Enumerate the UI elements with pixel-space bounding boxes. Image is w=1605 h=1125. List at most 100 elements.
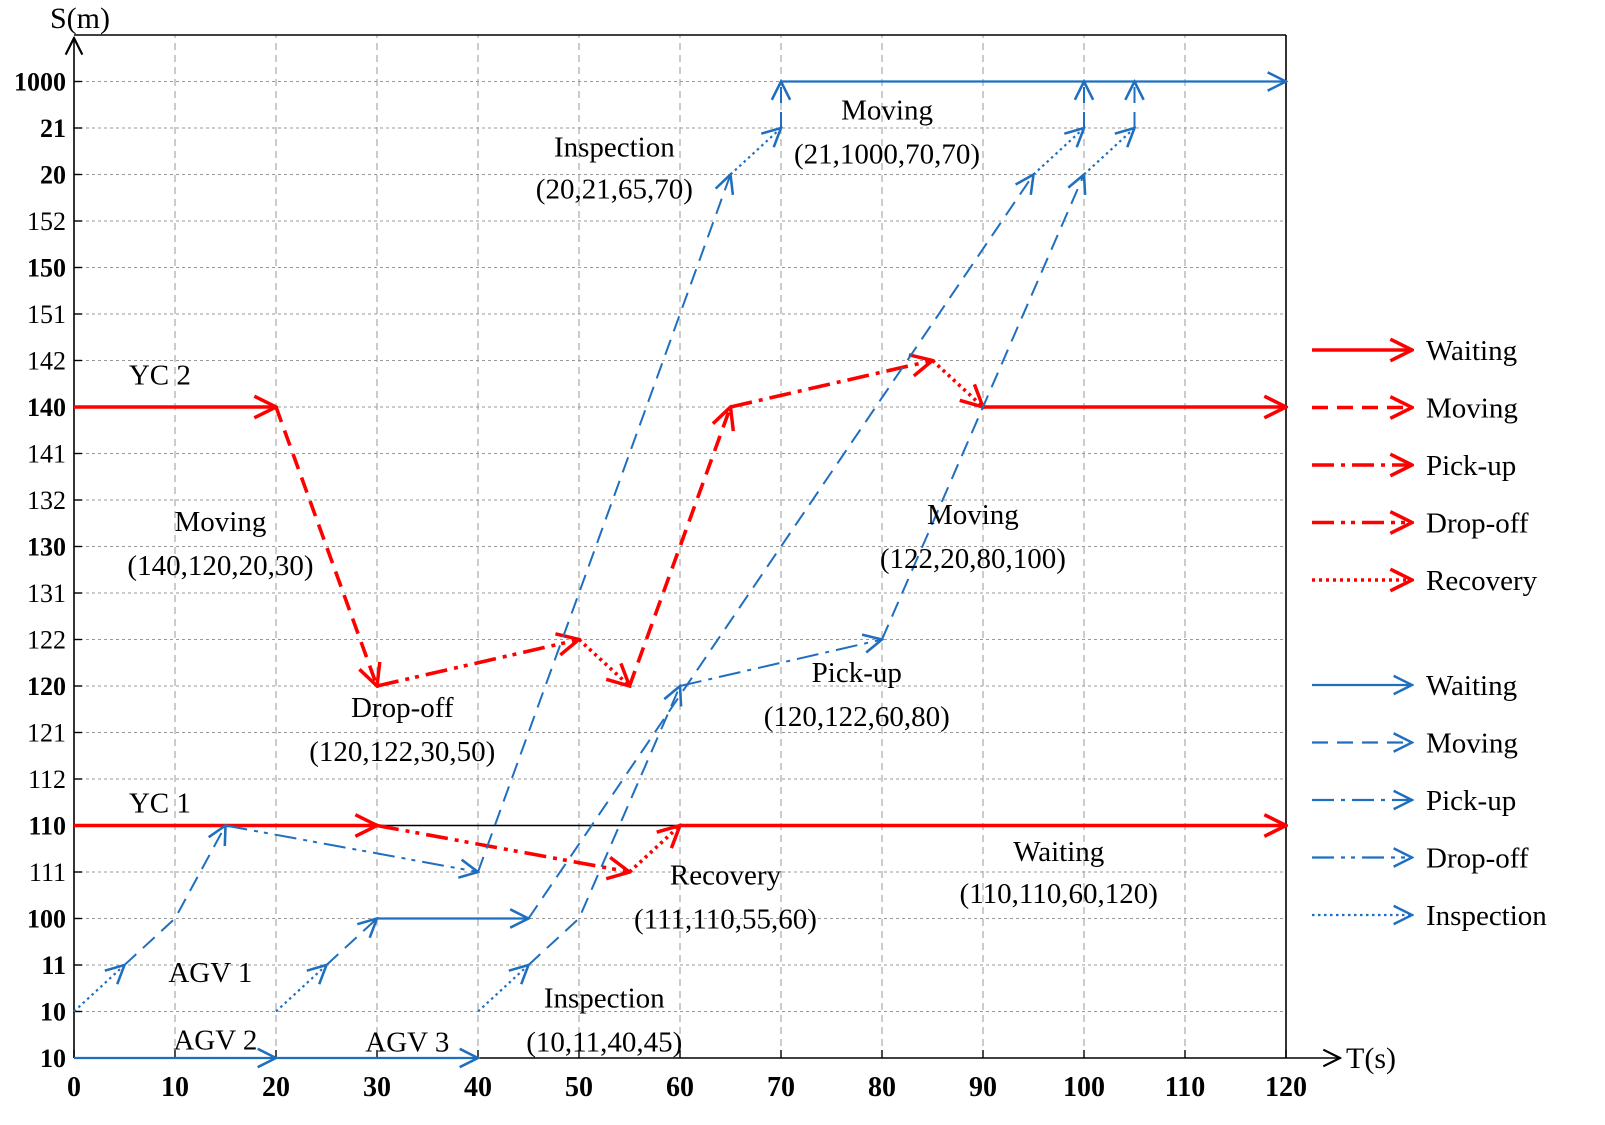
- legend-item-yc-moving: Moving: [1312, 393, 1518, 425]
- legend-label: Moving: [1426, 728, 1518, 760]
- x-tick-label: 20: [262, 1072, 290, 1103]
- y-tick-label: 122: [27, 626, 66, 655]
- legend-item-yc-recovery: Recovery: [1312, 565, 1538, 597]
- legend-label: Waiting: [1426, 670, 1517, 702]
- series-agv-2: [74, 82, 1084, 1059]
- legend-label: Waiting: [1426, 335, 1517, 367]
- annotation-agv3: AGV 3: [365, 1027, 449, 1059]
- annotation-mv1: Moving: [175, 506, 267, 538]
- axes: 0 10 20 30 40 50 60 70 80 90 100 110 120101011100111…: [14, 2, 1396, 1103]
- y-tick-label: 10: [40, 1044, 66, 1073]
- segment-moving: [123, 826, 226, 966]
- annotation-wait1: Waiting: [1013, 836, 1104, 868]
- y-tick-label: 140: [27, 393, 66, 422]
- x-tick-label: 40: [464, 1072, 492, 1103]
- segment-recovery: [577, 638, 630, 687]
- segment-inspection: [477, 965, 529, 1013]
- annotation-agv2: AGV 2: [173, 1024, 257, 1056]
- legend: Waiting Moving Pick-up Drop-off Recovery Wait…: [1312, 335, 1547, 932]
- y-tick-label: 130: [27, 533, 66, 562]
- y-tick-label: 21: [40, 114, 66, 143]
- annotation-do1v: (120,122,30,50): [309, 736, 495, 768]
- legend-label: Pick-up: [1426, 450, 1516, 482]
- x-tick-label: 110: [1165, 1072, 1205, 1103]
- legend-item-agv-moving: Moving: [1312, 728, 1518, 760]
- y-tick-label: 10: [40, 998, 66, 1027]
- y-tick-label: 131: [27, 579, 66, 608]
- segment-moving: [527, 686, 681, 966]
- segment-drop-off: [376, 640, 579, 688]
- segment-moving: [477, 175, 731, 873]
- segment-inspection: [1083, 128, 1135, 176]
- y-tick-label: 141: [27, 440, 66, 469]
- legend-item-yc-drop-off: Drop-off: [1312, 508, 1529, 540]
- legend-label: Inspection: [1426, 900, 1547, 932]
- y-axis-title: S(m): [50, 2, 110, 35]
- annotation-pu1: Pick-up: [812, 657, 902, 689]
- y-tick-label: 1000: [14, 68, 66, 97]
- y-tick-label: 151: [27, 300, 66, 329]
- segment-recovery: [628, 826, 681, 874]
- annotation-insp1: Inspection: [554, 132, 675, 164]
- x-tick-label: 0: [67, 1072, 81, 1103]
- segment-drop-off: [225, 824, 479, 873]
- y-tick-label: 20: [40, 161, 66, 190]
- legend-label: Drop-off: [1426, 508, 1529, 540]
- segment-pick-up: [679, 640, 882, 687]
- annotation-insp1v: (20,21,65,70): [536, 173, 693, 205]
- y-tick-label: 152: [27, 207, 66, 236]
- segment-moving: [325, 919, 378, 966]
- legend-label: Drop-off: [1426, 843, 1529, 875]
- annotation-insp2v: (10,11,40,45): [526, 1027, 682, 1059]
- y-tick-label: 132: [27, 486, 66, 515]
- segment-inspection: [1032, 128, 1085, 176]
- segment-moving: [881, 175, 1084, 640]
- annotation-do1: Drop-off: [351, 692, 454, 724]
- x-tick-label: 50: [565, 1072, 593, 1103]
- y-tick-label: 121: [27, 719, 66, 748]
- annotation-yc2: YC 2: [129, 359, 191, 391]
- x-tick-label: 80: [868, 1072, 896, 1103]
- legend-item-yc-pick-up: Pick-up: [1312, 450, 1516, 482]
- segment-inspection: [275, 965, 327, 1013]
- segment-inspection: [729, 128, 782, 176]
- legend-item-yc-waiting: Waiting: [1312, 335, 1517, 367]
- x-tick-label: 60: [666, 1072, 694, 1103]
- segment-pick-up: [730, 361, 933, 409]
- x-axis-title: T(s): [1346, 1042, 1396, 1075]
- annotation-mv2v: (21,1000,70,70): [794, 139, 980, 171]
- series-yc-2: [74, 361, 1286, 687]
- y-tick-label: 112: [28, 765, 66, 794]
- annotation-mv3v: (122,20,80,100): [880, 543, 1066, 575]
- annotation-agv1: AGV 1: [168, 957, 252, 989]
- annotations: YC 2 YC 1 AGV 1 AGV 2 AGV 3 Moving (140,120,20…: [127, 94, 1158, 1058]
- x-tick-label: 30: [363, 1072, 391, 1103]
- annotation-rec1: Recovery: [670, 859, 782, 891]
- legend-item-agv-drop-off: Drop-off: [1312, 843, 1529, 875]
- segment-inspection: [73, 965, 125, 1013]
- series: [73, 82, 1286, 1059]
- legend-item-agv-inspection: Inspection: [1312, 900, 1547, 932]
- x-tick-label: 10: [161, 1072, 189, 1103]
- annotation-wait1v: (110,110,60,120): [960, 878, 1158, 910]
- segment-recovery: [931, 359, 984, 408]
- y-tick-label: 142: [27, 347, 66, 376]
- x-tick-label: 70: [767, 1072, 795, 1103]
- annotation-pu1v: (120,122,60,80): [764, 701, 950, 733]
- legend-label: Moving: [1426, 393, 1518, 425]
- series-agv-1: [73, 82, 1286, 1013]
- legend-item-agv-pick-up: Pick-up: [1312, 785, 1516, 817]
- legend-label: Recovery: [1426, 565, 1538, 597]
- annotation-mv3: Moving: [927, 499, 1019, 531]
- y-tick-label: 11: [41, 951, 66, 980]
- annotation-rec1v: (111,110,55,60): [634, 904, 817, 936]
- y-tick-label: 111: [29, 858, 66, 887]
- x-tick-label: 100: [1063, 1072, 1105, 1103]
- legend-label: Pick-up: [1426, 785, 1516, 817]
- y-tick-label: 110: [28, 812, 66, 841]
- y-tick-label: 100: [27, 905, 66, 934]
- annotation-yc1: YC 1: [129, 787, 191, 819]
- segment-drop-off: [376, 823, 630, 873]
- series-agv-3: [276, 82, 1135, 1059]
